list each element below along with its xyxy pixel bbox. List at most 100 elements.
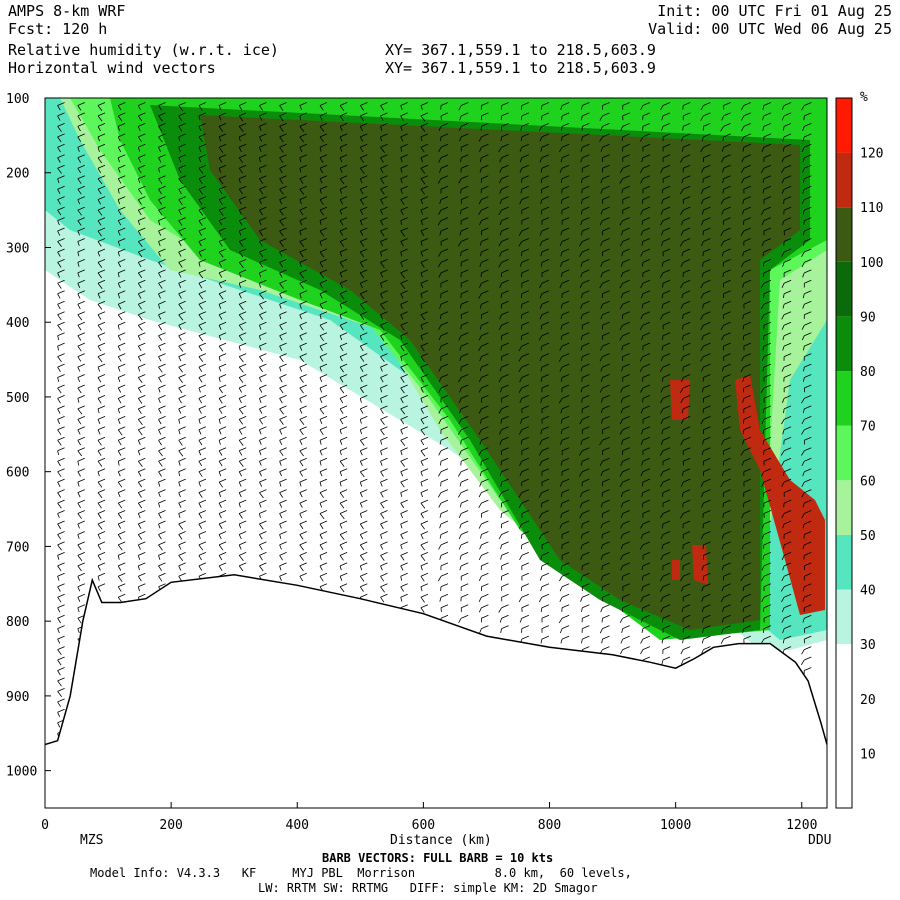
wind-barb-flag <box>279 154 287 159</box>
wind-barb-flag <box>743 143 751 148</box>
wind-barb <box>238 419 244 425</box>
wind-barb-flag <box>602 248 610 253</box>
wind-barb <box>319 304 324 310</box>
wind-barb-flag <box>602 363 610 368</box>
wind-barb-flag <box>138 342 146 347</box>
wind-barb <box>238 147 242 153</box>
wind-barb <box>117 304 122 310</box>
wind-barb <box>439 534 442 539</box>
wind-barb <box>380 105 385 111</box>
wind-barb <box>279 523 282 529</box>
wind-barb <box>117 408 120 414</box>
wind-barb-flag <box>723 238 731 242</box>
wind-barb-flag <box>319 175 328 180</box>
colorbar-swatch <box>836 316 852 372</box>
wind-barb-flag <box>582 321 590 326</box>
wind-barb-flag <box>723 478 731 483</box>
wind-barb-flag <box>642 520 651 525</box>
wind-barb <box>97 304 103 310</box>
wind-barb-flag <box>259 300 267 305</box>
wind-barb-flag <box>501 510 509 514</box>
wind-barb <box>359 502 363 508</box>
wind-barb-flag <box>783 133 792 138</box>
wind-barb-flag <box>622 227 630 232</box>
wind-barb-flag <box>319 196 328 200</box>
wind-barb-flag <box>57 185 65 190</box>
wind-barb-flag <box>783 572 792 577</box>
colorbar-label: 80 <box>860 365 876 380</box>
wind-barb <box>57 502 62 509</box>
wind-barb-flag <box>299 300 307 305</box>
wind-barb <box>641 429 644 435</box>
wind-barb-flag <box>723 248 731 253</box>
wind-barb-flag <box>77 395 85 399</box>
wind-barb <box>198 502 202 508</box>
wind-barb-flag <box>339 541 348 546</box>
wind-barb <box>218 345 224 352</box>
wind-barb <box>218 377 221 382</box>
wind-barb <box>57 157 61 163</box>
wind-barb-flag <box>602 196 610 200</box>
wind-barb <box>259 471 262 477</box>
wind-barb-flag <box>783 593 792 598</box>
wind-barb <box>339 272 343 278</box>
wind-barb-flag <box>683 133 691 138</box>
wind-barb <box>279 314 282 320</box>
wind-barb-flag <box>339 531 348 535</box>
wind-barb-flag <box>461 572 469 577</box>
wind-barb-flag <box>77 562 85 567</box>
wind-barb-flag <box>259 154 267 159</box>
wind-barb-flag <box>461 426 469 431</box>
wind-barb <box>722 607 724 613</box>
wind-barb <box>339 586 345 593</box>
wind-barb <box>560 638 563 644</box>
wind-barb <box>158 147 161 152</box>
wind-barb-flag <box>622 436 630 441</box>
wind-barb <box>137 209 142 216</box>
wind-barb-flag <box>339 416 348 420</box>
wind-barb-flag <box>481 614 489 619</box>
wind-barb <box>500 419 502 424</box>
wind-barb-flag <box>138 572 146 577</box>
wind-barb-flag <box>521 416 529 420</box>
wind-barb <box>560 461 563 466</box>
y-tick-label: 500 <box>6 391 29 406</box>
wind-barb <box>279 555 283 561</box>
wind-barb <box>339 147 343 152</box>
wind-barb-flag <box>501 217 509 221</box>
wind-barb-flag <box>521 154 529 159</box>
wind-barb <box>700 325 704 331</box>
wind-barb <box>479 220 482 226</box>
wind-barb-flag <box>561 593 570 598</box>
wind-barb-flag <box>259 562 267 567</box>
wind-barb-flag <box>622 164 630 169</box>
wind-barb-flag <box>57 353 65 357</box>
wind-barb-flag <box>622 269 630 274</box>
wind-barb <box>660 597 664 602</box>
wind-barb-flag <box>683 572 691 577</box>
wind-barb <box>97 502 102 509</box>
wind-barb <box>299 429 304 436</box>
wind-barb <box>437 262 442 268</box>
wind-barb-flag <box>339 426 348 431</box>
wind-barb-flag <box>158 196 166 200</box>
wind-barb <box>400 147 403 152</box>
wind-barb <box>158 523 161 529</box>
wind-barb <box>218 555 223 561</box>
wind-barb-flag <box>662 478 671 483</box>
wind-barb-flag <box>420 489 429 493</box>
wind-barb <box>803 220 805 225</box>
wind-barb-flag <box>783 217 792 221</box>
wind-barb <box>259 565 264 572</box>
wind-barb <box>77 283 81 288</box>
wind-barb <box>198 230 202 236</box>
wind-barb <box>57 617 61 624</box>
wind-barb <box>117 157 120 163</box>
wind-barb-flag <box>57 667 65 671</box>
wind-barb-flag <box>57 321 65 326</box>
wind-barb <box>259 408 263 414</box>
wind-barb <box>661 189 664 194</box>
wind-barb-flag <box>763 520 772 525</box>
wind-barb-flag <box>662 112 671 117</box>
wind-barb-flag <box>662 562 671 567</box>
